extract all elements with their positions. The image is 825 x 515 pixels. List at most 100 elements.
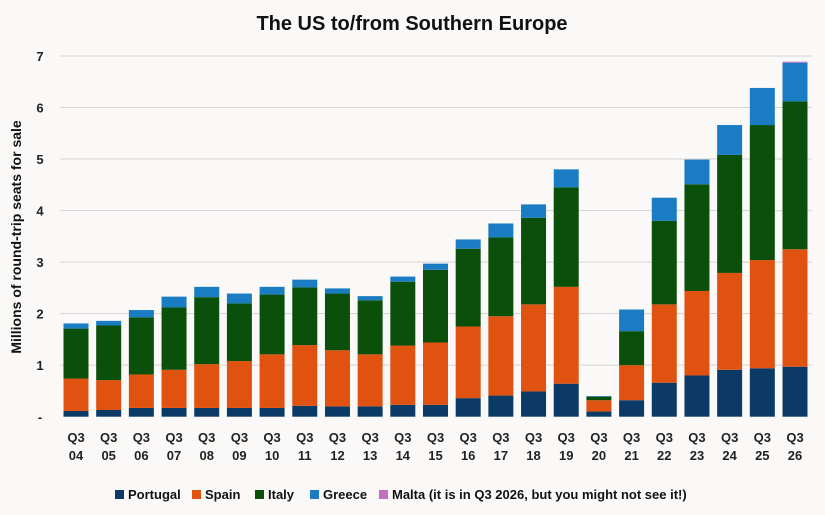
x-tick-label: 07	[167, 448, 181, 463]
bar-segment-italy	[749, 125, 775, 261]
x-tick-label: 10	[265, 448, 279, 463]
bar-stack	[194, 286, 220, 417]
x-tick-label: Q3	[525, 430, 542, 445]
legend-item: Malta (it is in Q3 2026, but you might n…	[379, 487, 687, 502]
legend-item: Italy	[255, 487, 295, 502]
bar-segment-spain	[586, 400, 612, 412]
x-tick-label: Q3	[100, 430, 117, 445]
legend-item: Portugal	[115, 487, 181, 502]
bar-segment-spain	[651, 304, 677, 383]
legend-item: Spain	[192, 487, 240, 502]
x-tick-label: Q3	[754, 430, 771, 445]
x-tick-label: 14	[396, 448, 411, 463]
x-tick-label: 04	[69, 448, 84, 463]
bar-segment-italy	[455, 248, 481, 327]
x-tick-label: Q3	[231, 430, 248, 445]
x-tick-label: 18	[526, 448, 540, 463]
y-axis-label: Millions of round-trip seats for sale	[8, 120, 24, 354]
bar-stack	[586, 396, 612, 417]
x-tick-label: 24	[722, 448, 737, 463]
x-tick-label: 20	[592, 448, 606, 463]
bar-segment-spain	[96, 380, 122, 411]
bar-segment-spain	[292, 345, 318, 406]
x-tick-label: 25	[755, 448, 769, 463]
x-tick-label: 06	[134, 448, 148, 463]
bar-segment-greece	[423, 263, 448, 270]
x-tick-label: 11	[298, 448, 312, 463]
bar-stack	[259, 286, 285, 417]
bar-segment-spain	[749, 260, 775, 369]
bar-segment-spain	[553, 286, 579, 384]
x-tick-label: Q3	[296, 430, 313, 445]
bar-segment-italy	[521, 217, 547, 305]
y-tick-label: -	[38, 410, 42, 425]
bar-segment-spain	[717, 272, 743, 370]
legend-swatch	[255, 490, 264, 499]
bar-segment-spain	[357, 354, 383, 407]
bar-segment-portugal	[292, 405, 318, 417]
x-tick-label: 09	[232, 448, 246, 463]
x-tick-label: Q3	[623, 430, 640, 445]
y-tick-label: 7	[36, 49, 43, 64]
bar-segment-italy	[488, 237, 514, 317]
y-tick-label: 6	[36, 101, 43, 116]
bar-stack	[292, 279, 318, 417]
legend-label: Spain	[205, 487, 240, 502]
bar-segment-greece	[553, 169, 579, 188]
x-tick-label: Q3	[67, 430, 84, 445]
bar-segment-spain	[226, 361, 252, 408]
x-tick-label: 21	[624, 448, 638, 463]
bar-stack	[455, 239, 481, 417]
bar-segment-italy	[357, 300, 383, 355]
y-tick-label: 2	[36, 307, 43, 322]
bar-segment-portugal	[96, 410, 122, 417]
bar-stack	[423, 263, 448, 417]
bar-segment-spain	[161, 369, 187, 408]
bar-segment-greece	[194, 286, 220, 298]
bar-segment-greece	[96, 320, 122, 326]
y-tick-label: 1	[36, 358, 43, 373]
bar-segment-spain	[390, 345, 416, 405]
bar-segment-italy	[553, 187, 579, 287]
y-tick-label: 3	[36, 255, 43, 270]
bar-stack	[226, 293, 252, 417]
bar-segment-spain	[324, 350, 350, 407]
bar-segment-greece	[357, 296, 383, 301]
legend-label: Greece	[323, 487, 367, 502]
bar-segment-greece	[717, 125, 743, 155]
x-tick-label: Q3	[198, 430, 215, 445]
bar-segment-portugal	[324, 406, 350, 417]
bar-segment-portugal	[749, 368, 775, 417]
bar-segment-portugal	[63, 411, 89, 417]
bar-stack	[749, 87, 775, 417]
bar-segment-spain	[684, 290, 710, 376]
bar-segment-portugal	[357, 406, 383, 417]
bar-segment-portugal	[684, 375, 710, 417]
chart-title: The US to/from Southern Europe	[256, 13, 567, 35]
x-tick-label: Q3	[688, 430, 705, 445]
bar-stack	[488, 223, 514, 417]
bar-segment-italy	[684, 184, 710, 291]
legend-label: Malta (it is in Q3 2026, but you might n…	[392, 487, 687, 502]
bar-segment-portugal	[390, 404, 416, 417]
x-tick-label: 08	[199, 448, 213, 463]
bar-segment-italy	[390, 281, 416, 346]
bar-stack	[128, 310, 154, 417]
bar-stack	[357, 296, 383, 417]
bar-segment-italy	[586, 396, 612, 401]
bar-segment-portugal	[161, 407, 187, 417]
x-tick-label: Q3	[133, 430, 150, 445]
bar-segment-portugal	[455, 398, 481, 417]
bar-segment-spain	[194, 364, 220, 408]
bar-segment-italy	[259, 294, 285, 355]
legend-swatch	[379, 490, 388, 499]
bar-segment-greece	[226, 293, 252, 304]
bar-segment-spain	[423, 342, 448, 405]
x-tick-label: Q3	[460, 430, 477, 445]
x-tick-label: 16	[461, 448, 475, 463]
bar-segment-portugal	[226, 407, 252, 417]
bar-segment-greece	[128, 310, 154, 318]
bar-stack	[684, 159, 710, 417]
bar-segment-greece	[619, 309, 645, 332]
bar-segment-greece	[782, 62, 808, 102]
